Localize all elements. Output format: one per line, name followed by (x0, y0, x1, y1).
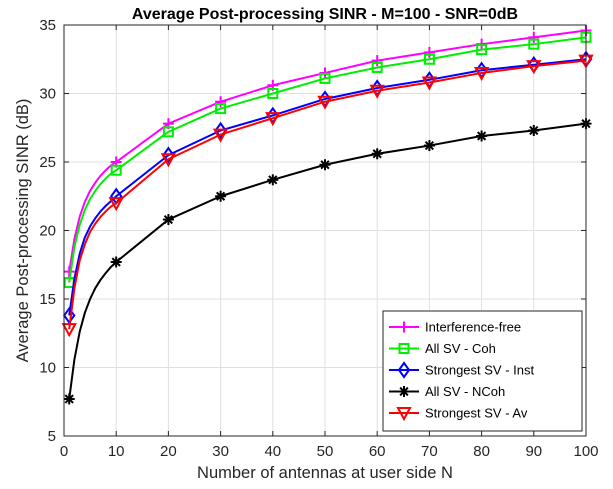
square-marker (398, 343, 410, 354)
chart-title: Average Post-processing SINR - M=100 - S… (132, 6, 518, 23)
triangle-down-marker (61, 323, 77, 338)
square-marker (110, 164, 122, 176)
legend-label: All SV - NCoh (425, 384, 505, 399)
plot-frame (63, 24, 587, 437)
y-tick-label: 15 (39, 291, 56, 308)
legend-item: Strongest SV - Inst (389, 361, 534, 379)
square-marker (528, 38, 540, 50)
legend-item: Interference-free (389, 320, 521, 335)
legend-label: Interference-free (425, 320, 521, 335)
y-tick-labels: 5 10 15 20 25 30 35 (39, 17, 56, 445)
y-tick-label: 30 (39, 86, 56, 103)
triangle-down-marker (212, 128, 229, 143)
series-4 (61, 54, 594, 338)
y-tick-label: 20 (39, 223, 56, 240)
y-tick-label: 10 (39, 360, 56, 377)
plus-marker (423, 46, 435, 58)
y-tick-label: 35 (39, 17, 56, 34)
triangle-down-marker (526, 60, 542, 75)
plus-marker (371, 55, 383, 67)
asterisk-marker (423, 140, 435, 152)
legend-item: All SV - Coh (389, 341, 496, 356)
square-marker (319, 72, 331, 84)
asterisk-marker (267, 174, 279, 186)
asterisk-marker (476, 130, 488, 142)
y-tick-label: 25 (39, 154, 56, 171)
x-tick-label: 10 (108, 443, 125, 460)
triangle-down-marker (317, 95, 333, 110)
square-marker (162, 126, 174, 138)
series-1 (63, 31, 592, 289)
legend: Interference-free All SV - Coh Strongest S… (382, 310, 583, 432)
asterisk-marker (215, 190, 227, 202)
square-marker (371, 61, 383, 73)
y-axis-label: Average Post-processing SINR (dB) (14, 99, 32, 363)
x-tick-label: 50 (317, 443, 334, 460)
triangle-down-marker (421, 76, 438, 91)
asterisk-marker (371, 148, 383, 160)
x-tick-label: 70 (421, 443, 438, 460)
triangle-down-marker (265, 112, 281, 127)
x-tick-label: 60 (369, 443, 386, 460)
series-line (68, 36, 587, 283)
series-group (61, 24, 594, 405)
x-axis-label: Number of antennas at user side N (197, 464, 453, 482)
x-tick-labels: 0 10 20 30 40 50 60 70 80 90 100 (60, 443, 599, 460)
asterisk-marker (319, 159, 331, 171)
plus-marker (63, 266, 75, 278)
asterisk-marker (110, 256, 122, 268)
x-tick-label: 40 (264, 443, 281, 460)
legend-label: Strongest SV - Av (425, 406, 528, 421)
diamond-marker (397, 361, 411, 379)
legend-label: Strongest SV - Inst (425, 363, 534, 378)
legend-label: All SV - Coh (425, 341, 496, 356)
square-marker (267, 88, 279, 99)
diamond-marker (162, 146, 175, 164)
triangle-down-marker (473, 66, 490, 82)
triangle-down-marker (108, 197, 124, 212)
series-3 (63, 118, 592, 405)
series-line (68, 58, 587, 316)
legend-item: All SV - NCoh (389, 384, 505, 399)
plus-marker (528, 31, 540, 43)
legend-box (382, 310, 583, 432)
x-tick-label: 20 (160, 443, 177, 460)
asterisk-marker (162, 214, 174, 226)
triangle-down-marker (396, 407, 412, 422)
legend-item: Strongest SV - Av (389, 406, 528, 422)
diamond-marker (214, 121, 227, 140)
x-tick-label: 30 (212, 443, 229, 460)
triangle-down-marker (160, 153, 177, 168)
x-tick-label: 90 (525, 443, 542, 460)
asterisk-marker (63, 393, 75, 405)
plus-marker (398, 321, 410, 333)
asterisk-marker (398, 386, 410, 397)
plus-marker (215, 96, 227, 108)
square-marker (423, 53, 435, 65)
x-tick-label: 0 (60, 443, 68, 460)
square-marker (476, 44, 488, 56)
series-line (68, 59, 587, 330)
y-tick-label: 5 (48, 428, 56, 445)
square-marker (215, 103, 227, 115)
x-tick-label: 80 (473, 443, 490, 460)
x-tick-label: 100 (573, 443, 598, 460)
triangle-down-marker (369, 84, 385, 99)
asterisk-marker (528, 124, 540, 136)
